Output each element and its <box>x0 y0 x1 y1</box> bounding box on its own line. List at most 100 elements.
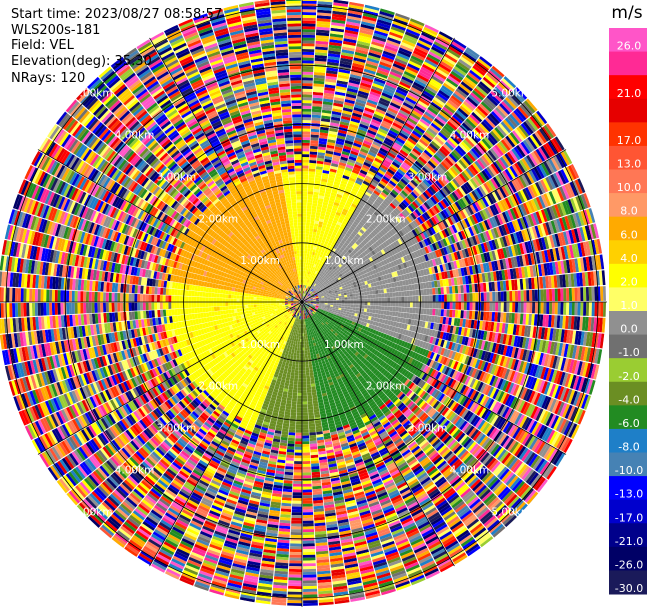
range-gate <box>304 273 307 277</box>
range-gate <box>321 303 325 305</box>
range-gate <box>583 302 587 316</box>
range-gate <box>302 290 304 294</box>
range-gate <box>551 288 555 302</box>
range-gate <box>308 168 316 172</box>
range-gate <box>319 135 328 139</box>
range-gate <box>311 237 316 241</box>
range-gate <box>349 123 359 129</box>
range-gate <box>347 304 351 307</box>
range-gate <box>352 310 356 314</box>
range-gate <box>336 137 345 143</box>
range-gate <box>503 291 507 302</box>
range-gate <box>346 309 350 312</box>
range-gate <box>322 170 330 174</box>
range-gate <box>302 91 313 95</box>
range-gate <box>357 128 367 135</box>
range-gate <box>306 256 309 260</box>
range-gate <box>609 302 612 317</box>
range-gate <box>302 57 314 61</box>
range-gate <box>322 167 330 172</box>
range-gate <box>306 208 312 212</box>
range-gate <box>310 140 319 144</box>
range-gate <box>523 302 527 313</box>
range-gate <box>302 46 315 50</box>
range-gate <box>378 297 382 302</box>
range-gate <box>451 285 456 294</box>
range-gate <box>331 111 342 116</box>
range-gate <box>302 208 307 212</box>
range-gate <box>407 296 411 302</box>
range-gate <box>316 232 321 236</box>
range-gate <box>432 302 436 309</box>
range-gate <box>304 290 306 294</box>
range-gate <box>345 24 360 30</box>
range-gate <box>346 21 361 27</box>
range-gate <box>335 140 345 146</box>
range-gate <box>320 212 326 217</box>
range-gate <box>302 131 311 135</box>
range-gate <box>326 208 332 213</box>
range-gate <box>346 18 361 24</box>
range-gate <box>312 103 323 107</box>
range-gate <box>322 104 333 109</box>
range-gate <box>309 263 313 267</box>
range-gate <box>540 302 544 314</box>
range-gate <box>324 89 335 95</box>
range-gate <box>310 128 320 133</box>
range-gate <box>362 15 377 22</box>
range-gate <box>302 225 306 229</box>
range-gate <box>302 168 309 172</box>
range-gate <box>302 233 306 237</box>
range-gate <box>379 10 395 18</box>
range-gate <box>302 296 304 300</box>
range-gate <box>351 288 355 292</box>
range-gate <box>347 306 351 310</box>
range-gate <box>329 41 342 47</box>
range-gate <box>353 142 362 148</box>
range-gate <box>310 266 314 270</box>
range-gate <box>332 183 340 189</box>
range-gate <box>312 260 316 264</box>
range-gate <box>333 99 344 105</box>
range-gate <box>317 1 333 6</box>
range-gate <box>322 222 328 227</box>
range-gate <box>327 220 333 225</box>
range-gate <box>377 310 382 315</box>
range-gate <box>594 381 602 397</box>
range-gate <box>302 247 305 251</box>
range-gate <box>351 65 364 72</box>
range-gate <box>392 311 396 317</box>
range-gate <box>323 196 330 201</box>
range-gate <box>341 297 345 300</box>
range-gate <box>316 20 331 25</box>
range-gate <box>326 144 335 149</box>
range-gate <box>341 153 349 159</box>
range-gate <box>318 195 325 199</box>
range-gate <box>342 40 356 46</box>
range-gate <box>345 166 353 172</box>
range-gate <box>335 175 342 181</box>
range-gate <box>331 160 339 165</box>
range-gate <box>320 210 326 214</box>
range-gate <box>563 302 567 315</box>
range-gate <box>308 280 311 284</box>
range-gate <box>355 296 359 299</box>
range-gate <box>348 4 364 10</box>
range-gate <box>302 287 304 291</box>
range-gate <box>534 302 538 314</box>
range-gate <box>344 304 348 307</box>
range-gate <box>598 221 605 238</box>
range-gate <box>340 54 354 60</box>
range-gate <box>339 159 348 164</box>
range-gate <box>314 66 326 71</box>
range-gate <box>303 287 305 291</box>
range-gate <box>324 87 335 92</box>
range-gate <box>302 60 314 64</box>
range-gate <box>588 286 592 301</box>
range-gate <box>345 96 356 102</box>
range-gate <box>374 30 388 37</box>
range-gate <box>409 290 413 296</box>
range-gate <box>395 296 399 302</box>
range-gate <box>310 143 319 147</box>
